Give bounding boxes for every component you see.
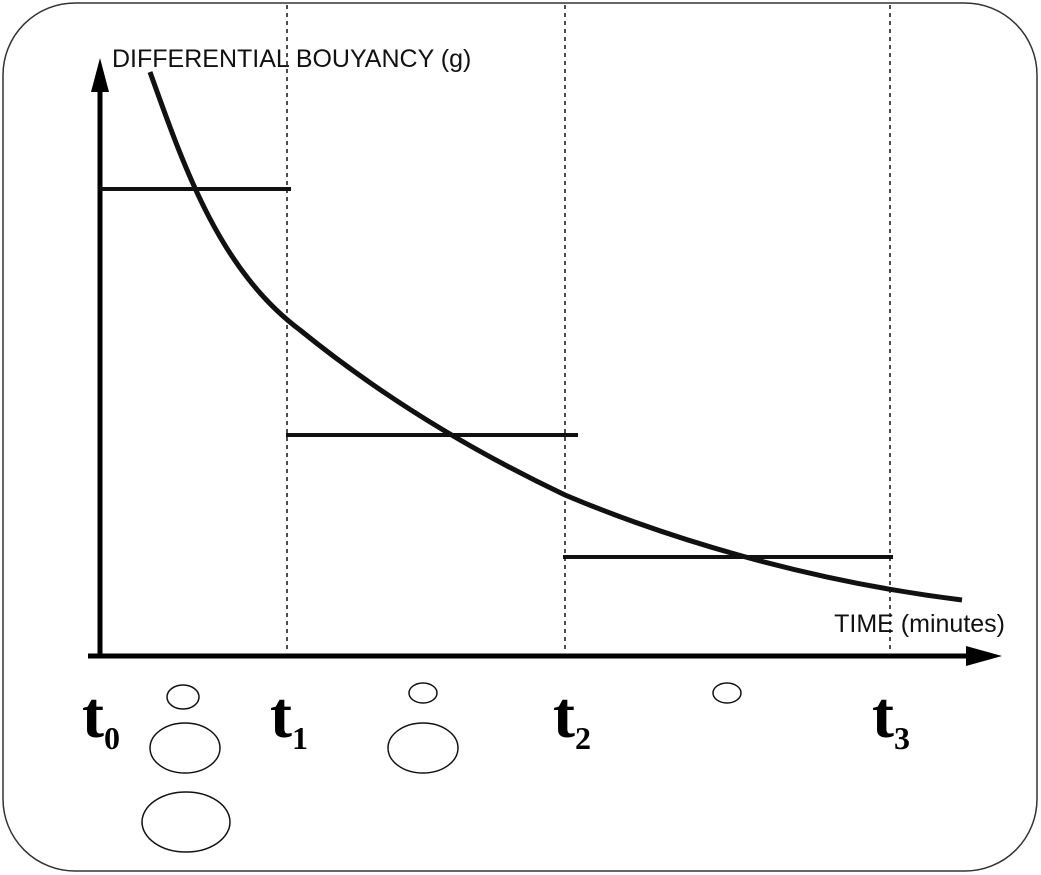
time-mark-letter: t [270,679,292,752]
time-mark-letter: t [553,679,575,752]
diagram: DIFFERENTIAL BOUYANCY (g) TIME (minutes)… [0,0,1041,875]
time-mark-subscript: 1 [292,720,308,756]
y-axis-label: DIFFERENTIAL BOUYANCY (g) [112,45,471,73]
time-mark-subscript: 0 [104,720,120,756]
bubble [713,683,741,703]
time-mark-letter: t [872,679,894,752]
time-mark-letter: t [82,679,104,752]
bubble [142,792,230,852]
page: DIFFERENTIAL BOUYANCY (g) TIME (minutes)… [0,0,1041,875]
time-mark-subscript: 2 [575,720,591,756]
bubble [388,723,458,773]
time-mark-subscript: 3 [894,720,910,756]
x-axis-label: TIME (minutes) [834,610,1005,638]
bubble [409,683,437,703]
bubble [150,723,220,773]
bubble [167,685,199,709]
